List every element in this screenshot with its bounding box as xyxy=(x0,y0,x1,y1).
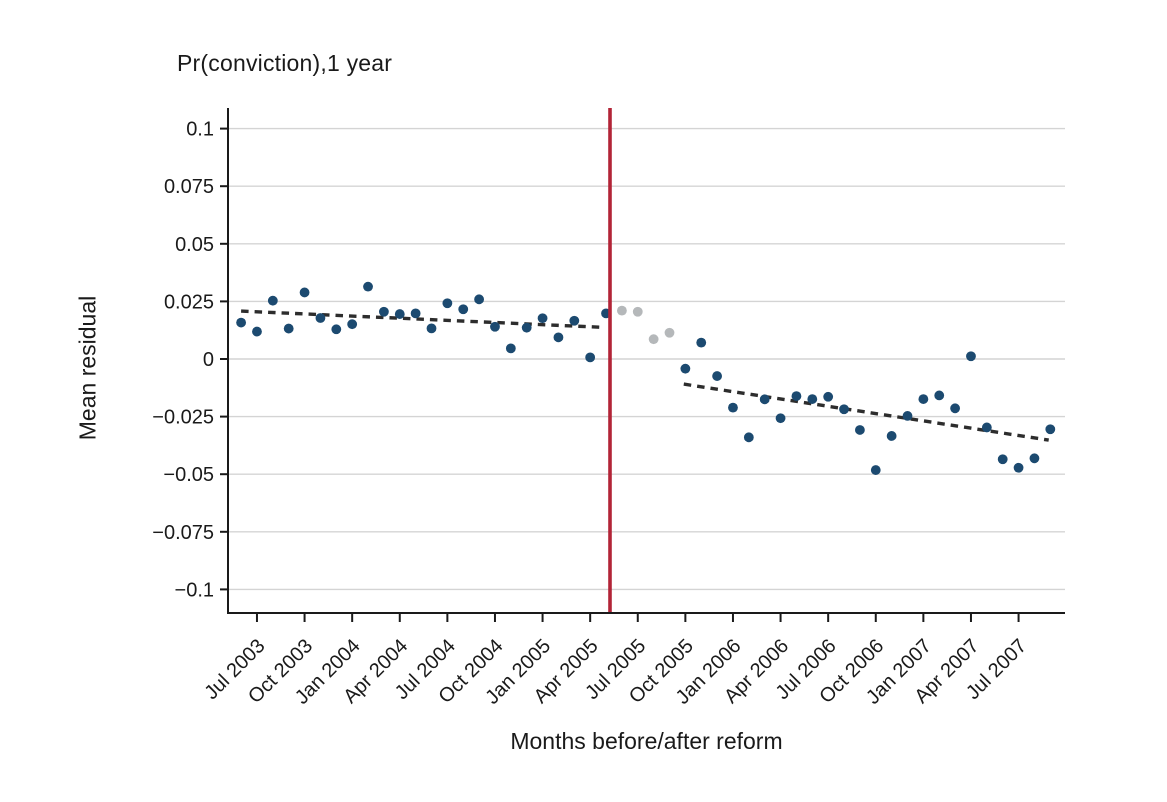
data-point xyxy=(743,432,754,443)
data-point xyxy=(315,313,326,323)
gridlines xyxy=(228,127,1065,591)
data-point xyxy=(474,294,485,305)
data-point xyxy=(236,317,247,328)
data-point xyxy=(299,287,310,298)
y-tick-label: −0.075 xyxy=(152,522,214,544)
data-point xyxy=(283,323,294,334)
data-point xyxy=(553,332,564,343)
data-point xyxy=(839,404,849,415)
data-point xyxy=(966,351,976,362)
trend-lines xyxy=(241,309,1049,442)
data-point xyxy=(426,323,437,334)
data-point xyxy=(918,394,929,404)
data-point xyxy=(379,306,389,317)
data-point xyxy=(632,306,643,317)
pre-reform-linear-fit xyxy=(241,309,605,330)
data-point xyxy=(791,391,802,401)
data-point xyxy=(712,371,723,381)
data-point xyxy=(855,425,865,435)
y-tick-label: 0.1 xyxy=(186,119,214,141)
data-point xyxy=(490,321,500,332)
y-tick-labels: 0.1 0.075 0.05 0.025 0 −0.025 −0.05 −0.075 −0.1 xyxy=(152,119,228,601)
data-point xyxy=(728,402,738,413)
data-point xyxy=(252,326,262,337)
data-point xyxy=(950,403,961,414)
data-point xyxy=(680,363,691,374)
series-transition-months-(excluded) xyxy=(617,305,675,345)
series-post-reform-mean-residuals xyxy=(680,337,1056,475)
y-tick-label: 0 xyxy=(203,349,214,371)
data-point xyxy=(664,327,675,338)
data-point xyxy=(442,298,453,309)
data-point xyxy=(585,352,596,363)
data-point xyxy=(363,281,373,292)
data-point xyxy=(521,322,532,333)
data-point xyxy=(394,309,405,319)
data-point xyxy=(902,411,913,421)
data-point xyxy=(696,337,707,348)
data-point xyxy=(823,391,834,402)
y-tick-label: −0.025 xyxy=(152,407,214,429)
data-point xyxy=(267,295,278,306)
series-pre-reform-mean-residuals xyxy=(236,281,611,363)
data-point xyxy=(775,413,786,424)
data-point xyxy=(505,343,516,354)
axes xyxy=(227,108,1065,614)
y-tick-label: −0.1 xyxy=(175,579,214,601)
data-point xyxy=(981,422,992,433)
data-point xyxy=(1013,462,1024,473)
y-tick-label: 0.05 xyxy=(175,234,214,256)
y-tick-label: 0.075 xyxy=(164,176,214,198)
x-axis-title: Months before/after reform xyxy=(510,728,783,754)
chart-title: Pr(conviction),1 year xyxy=(177,50,393,76)
data-point xyxy=(870,465,881,475)
data-point xyxy=(1029,453,1040,464)
data-point xyxy=(458,304,469,315)
data-point xyxy=(537,313,548,324)
data-point xyxy=(1045,424,1056,435)
data-point xyxy=(807,394,818,404)
data-point xyxy=(331,324,342,335)
y-tick-label: 0.025 xyxy=(164,291,214,313)
data-point xyxy=(617,305,627,316)
data-point xyxy=(347,319,358,330)
y-tick-label: −0.05 xyxy=(163,464,214,486)
data-point xyxy=(410,308,421,319)
data-point xyxy=(934,390,945,401)
post-reform-linear-fit xyxy=(683,382,1049,442)
data-point xyxy=(997,454,1008,465)
data-point xyxy=(759,394,770,405)
data-point xyxy=(569,315,580,326)
data-point xyxy=(886,431,897,441)
data-point xyxy=(648,334,659,345)
